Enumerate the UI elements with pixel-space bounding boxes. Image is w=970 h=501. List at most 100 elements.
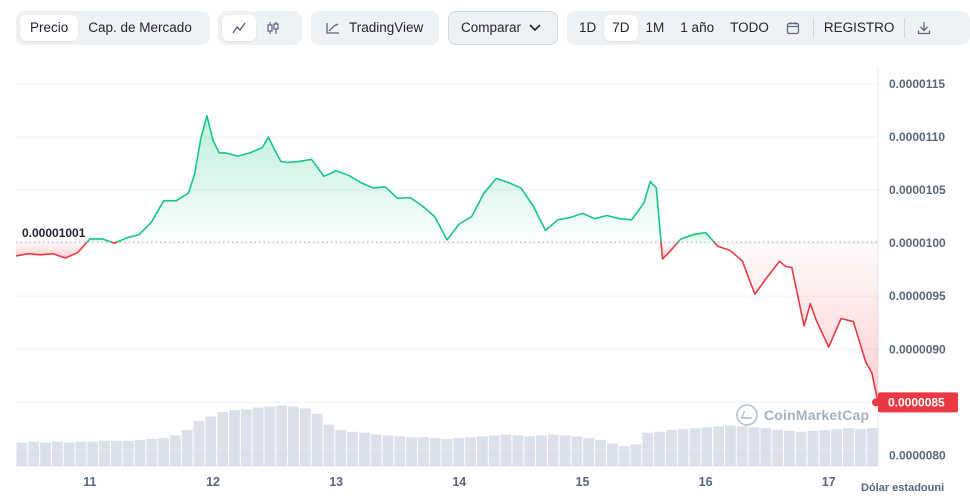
x-tick-label: 17: [822, 475, 836, 489]
x-tick-label: 15: [576, 475, 590, 489]
volume-bar: [736, 426, 748, 466]
compare-dropdown: Comparar: [448, 11, 558, 45]
volume-bar: [394, 436, 406, 466]
loss-line: [111, 241, 118, 244]
volume-bar: [417, 437, 429, 466]
volume-bar: [75, 441, 87, 466]
volume-bar: [252, 407, 264, 466]
toolbar-divider: [812, 18, 814, 38]
tradingview-icon: [326, 23, 339, 34]
line-chart-button[interactable]: [222, 15, 256, 41]
log-scale-button[interactable]: REGISTRO: [823, 20, 895, 35]
y-axis: 0.0000115 0.0000110 0.0000105 0.0000100 0.00…: [889, 77, 946, 462]
coinmarketcap-logo-icon: [736, 404, 758, 426]
volume-bar: [240, 409, 252, 466]
volume-bar: [843, 428, 854, 466]
volume-bar: [99, 440, 110, 466]
volume-bar: [795, 431, 807, 466]
volume-bar: [784, 430, 795, 466]
volume-bar: [772, 430, 784, 466]
volume-bar: [358, 432, 370, 466]
volume-bar: [665, 430, 677, 466]
calendar-button[interactable]: [777, 15, 809, 41]
range-1d[interactable]: 1D: [579, 20, 597, 35]
volume-bar: [465, 437, 477, 466]
volume-bar: [571, 436, 583, 466]
volume-bar: [158, 438, 170, 466]
volume-bar: [16, 442, 28, 466]
loss-area: [714, 242, 878, 403]
line-chart-icon: [232, 22, 246, 34]
loss-line: [713, 241, 879, 403]
volume-bar: [524, 436, 536, 466]
tradingview-label: TradingView: [349, 20, 424, 35]
y-tick-label: 0.0000115: [889, 77, 945, 91]
y-tick-label: 0.0000090: [889, 342, 946, 356]
volume-bar: [642, 432, 654, 466]
tab-price[interactable]: Precio: [20, 15, 79, 41]
y-tick-label: 0.0000080: [889, 448, 946, 462]
volume-bar: [512, 435, 524, 466]
candlestick-icon: [267, 22, 279, 34]
volume-bar: [181, 430, 193, 466]
volume-bar: [382, 435, 394, 466]
current-price-marker: 0.0000085: [872, 392, 958, 413]
volume-bar: [618, 446, 630, 466]
gain-area: [678, 232, 715, 243]
price-area-fill: [16, 115, 878, 403]
volume-bar: [807, 430, 819, 466]
tab-market-cap[interactable]: Cap. de Mercado: [88, 20, 192, 35]
toolbar-divider: [904, 18, 906, 38]
volume-bar: [819, 430, 831, 466]
metric-tabs: Precio Cap. de Mercado: [16, 11, 210, 45]
volume-bar: [488, 435, 500, 466]
volume-bar: [536, 435, 547, 466]
volume-bar: [134, 439, 146, 466]
y-tick-label: 0.0000095: [889, 289, 946, 303]
volume-bar: [429, 438, 441, 466]
range-selector: 1D 7D 1M 1 año TODO REGISTRO: [567, 11, 970, 45]
range-1y[interactable]: 1 año: [680, 20, 715, 35]
x-tick-label: 14: [452, 475, 466, 489]
download-icon: [918, 22, 931, 35]
range-all[interactable]: TODO: [730, 20, 769, 35]
y-tick-label: 0.0000110: [889, 130, 945, 144]
download-button[interactable]: [909, 15, 939, 41]
volume-bar: [205, 416, 217, 466]
range-1m[interactable]: 1M: [645, 20, 665, 35]
loss-area: [16, 242, 87, 258]
volume-bar: [677, 429, 689, 466]
volume-bar: [630, 444, 642, 466]
volume-bar: [406, 437, 417, 466]
volume-bar: [477, 436, 488, 466]
volume-bar: [713, 426, 724, 466]
volume-bar: [217, 412, 229, 466]
volume-bar: [276, 405, 288, 466]
gain-line: [677, 231, 715, 243]
tradingview-control: TradingView: [311, 11, 439, 45]
price-line: [15, 115, 879, 403]
volume-bar: [40, 442, 51, 466]
candlestick-button[interactable]: [256, 15, 290, 41]
y-tick-label: 0.0000105: [889, 183, 946, 197]
volume-bar: [583, 438, 595, 466]
volume-bar: [170, 435, 181, 466]
watermark: CoinMarketCap: [736, 404, 869, 426]
range-7d[interactable]: 7D: [604, 15, 638, 41]
volume-bar: [110, 440, 122, 466]
chart-style-toggle: [218, 11, 302, 45]
gain-line: [116, 115, 662, 243]
volume-bar: [595, 439, 606, 466]
volume-bar: [866, 428, 878, 466]
volume-bar: [701, 427, 713, 466]
volume-bar: [760, 428, 772, 466]
chevron-down-icon: [529, 24, 541, 32]
loss-line: [660, 241, 679, 260]
x-axis: 11 12 13 14 15 16 17: [83, 475, 835, 489]
y-tick-label: 0.0000100: [889, 236, 946, 250]
volume-bar: [28, 441, 40, 466]
tradingview-button[interactable]: TradingView: [315, 15, 433, 41]
volume-bar: [122, 440, 134, 466]
compare-button[interactable]: Comparar: [453, 15, 549, 41]
volume-bar: [146, 439, 158, 466]
